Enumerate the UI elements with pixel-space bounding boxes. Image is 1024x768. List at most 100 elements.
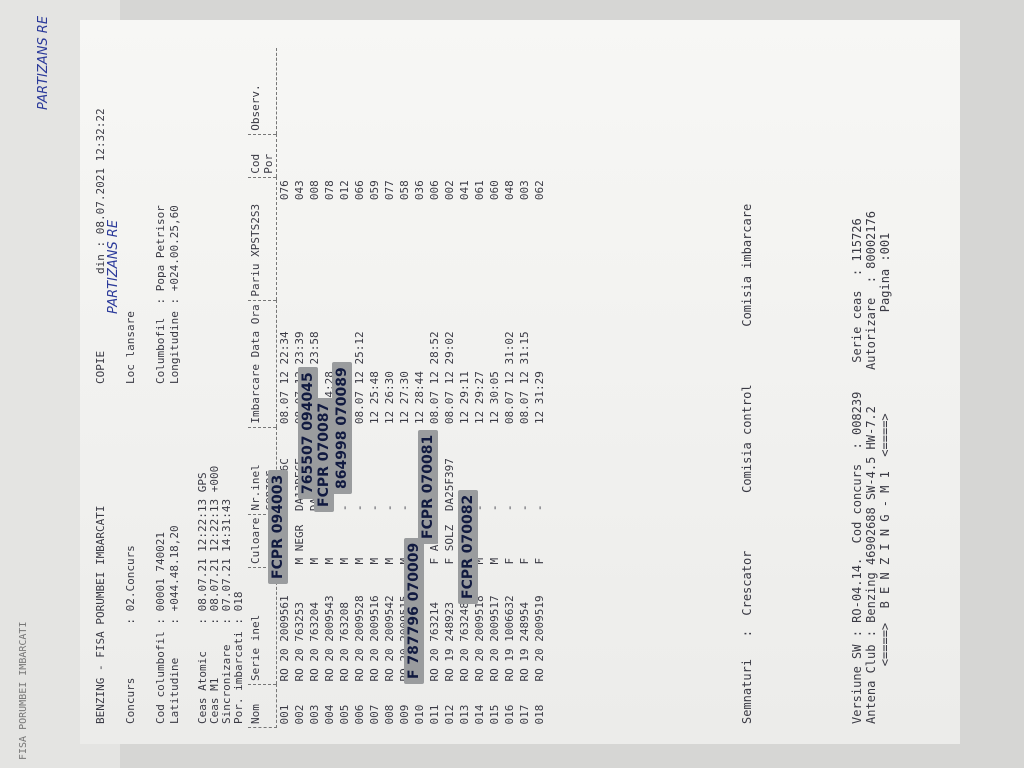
footer-line: Versiune SW : RO-04.14. Cod concurs : 00… (850, 218, 864, 724)
table-row: 008 RO 20 2009542 M - 12 26:30 077 (382, 48, 397, 728)
table-cell: F (533, 557, 546, 565)
table-cell: - (368, 504, 381, 512)
table-cell: M (383, 557, 396, 565)
table-cell: RO 20 2009519 (533, 595, 546, 682)
table-cell: 016 (503, 704, 516, 725)
table-row: 006 RO 20 2009528 M - 08.07 12 25:12 066 (352, 48, 367, 728)
table-cell: 060 (488, 180, 501, 201)
table-cell: 076 (278, 180, 291, 201)
table-cell: 017 (518, 704, 531, 725)
table-cell: - (488, 504, 501, 512)
table-cell: 002 (293, 704, 306, 725)
table-cell: 043 (293, 180, 306, 201)
column-header: Serie inel (248, 567, 277, 685)
table-cell: 007 (368, 704, 381, 725)
sticker: 864998 070089 (332, 362, 352, 494)
table-cell: 008 (383, 704, 396, 725)
table-cell: 12 30:05 (488, 371, 501, 425)
table-cell: M (353, 557, 366, 565)
table-row: 012 RO 19 248923 F SOLZ DA25F397 08.07 12 29… (442, 48, 457, 728)
table-cell: 08.07 12 29:02 (443, 331, 456, 425)
table-cell: 12 28:44 (413, 371, 426, 425)
table-cell: 061 (473, 180, 486, 201)
table-row: 014 RO 20 2009518 M -12 29:27 061 (472, 48, 487, 728)
signatures: Semnaturi : Crescator Comisia control Co… (740, 203, 754, 724)
table-cell: RO 20 763214 (428, 602, 441, 682)
table-cell: 08.07 12 25:12 (353, 331, 366, 425)
table-cell: RO 20 2009528 (353, 595, 366, 682)
table-cell: RO 20 763204 (308, 602, 321, 682)
table-cell: 018 (533, 704, 546, 725)
table-cell: - (383, 504, 396, 512)
table-cell: 010 (413, 704, 426, 725)
info-left: Por. imbarcati : 018 (232, 591, 245, 724)
table-cell: 005 (338, 704, 351, 725)
table-cell: 008 (308, 180, 321, 201)
table-cell: 013 (458, 704, 471, 725)
info-left: Cod columbofil : 00001 740021 (154, 531, 167, 724)
table-cell: 12 31:29 (533, 371, 546, 425)
table-cell: 08.07 12 28:52 (428, 331, 441, 425)
table-cell: M (338, 557, 351, 565)
table-cell: 048 (503, 180, 516, 201)
sticker: FCPR 094003 (268, 469, 288, 584)
table-cell: 012 (338, 180, 351, 201)
column-header: Cod Por (248, 134, 277, 178)
table-cell: 058 (398, 180, 411, 201)
table-cell: F SOLZ (443, 524, 456, 565)
table-cell: 12 27:30 (398, 371, 411, 425)
table-cell: 003 (518, 180, 531, 201)
table-cell: RO 20 763253 (293, 602, 306, 682)
table-row: 007 RO 20 2009516 M - 12 25:48 059 (367, 48, 382, 728)
table-cell: 004 (323, 704, 336, 725)
table-cell: 036 (413, 180, 426, 201)
table-cell: RO 20 2009516 (368, 595, 381, 682)
table-cell: DA25F397 (443, 458, 456, 512)
table-cell: RO 20 2009542 (383, 595, 396, 682)
table-cell: M (488, 557, 501, 565)
table-cell: RO 20 2009561 (278, 595, 291, 682)
under-title: FISA PORUMBEI IMBARCATI (18, 621, 29, 760)
table-cell: 011 (428, 704, 441, 725)
table-cell: - (518, 504, 531, 512)
table-cell: 002 (443, 180, 456, 201)
table-cell: 066 (353, 180, 366, 201)
info-right: Longitudine : +024.00.25,60 (168, 205, 181, 384)
sticker: FCPR 070082 (458, 489, 478, 604)
table-cell: 12 26:30 (383, 371, 396, 425)
table-cell: 078 (323, 180, 336, 201)
column-header: Pariu XPSTS2S3 (248, 177, 277, 301)
table-cell: 08.07 12 31:15 (518, 331, 531, 425)
info-left: Concurs : 02.Concurs (124, 545, 137, 724)
table-cell: 08.07 12 31:02 (503, 331, 516, 425)
table-cell: 08.07 12 22:34 (278, 331, 291, 425)
table-cell: M (368, 557, 381, 565)
table-cell: 062 (533, 180, 546, 201)
sticker: F 787796 070009 (404, 537, 424, 684)
table-cell: F (518, 557, 531, 565)
table-cell: RO 20 763208 (338, 602, 351, 682)
info-right: Loc lansare (124, 311, 137, 384)
table-cell: 014 (473, 704, 486, 725)
table-cell: 015 (488, 704, 501, 725)
table-row: 015 RO 20 2009517 M - 12 30:05 060 (487, 48, 502, 728)
table-cell: RO 19 248923 (443, 602, 456, 682)
table-cell: 12 29:11 (458, 371, 471, 425)
column-header: Observ. (248, 47, 277, 135)
table-cell: - (353, 504, 366, 512)
footer-line: <====> B E N Z I N G - M 1 <====> Pagina… (878, 232, 892, 724)
table-cell: RO 20 2009543 (323, 595, 336, 682)
table-cell: 003 (308, 704, 321, 725)
footer-line: Antena Club : Benzing 46902688 SW-4.5 HW… (864, 211, 878, 724)
table-cell: RO 20 2009517 (488, 595, 501, 682)
table-row: 016 RO 19 1006632 F - 08.07 12 31:02 048 (502, 48, 517, 728)
table-cell: 006 (428, 180, 441, 201)
info-right: Columbofil : Popa Petrisor (154, 205, 167, 384)
handwritten-note: PARTIZANS RE (36, 15, 51, 110)
table-cell: M (308, 557, 321, 565)
table-cell: RO 19 248954 (518, 602, 531, 682)
